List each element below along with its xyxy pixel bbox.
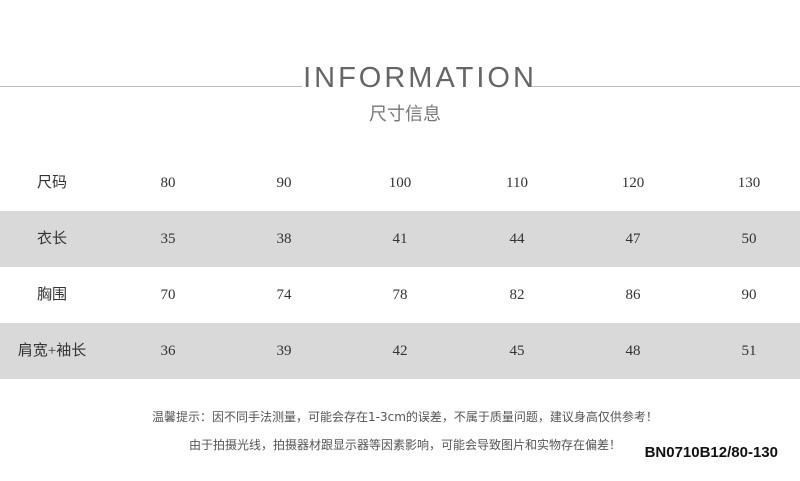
- table-cell: 45: [509, 343, 525, 359]
- table-cell: 50: [741, 231, 757, 247]
- table-cell: 42: [392, 343, 408, 359]
- table-row: 胸围 70 74 78 82 86 90: [0, 267, 800, 323]
- divider-right: [532, 86, 800, 87]
- row-label: 肩宽+袖长: [17, 343, 87, 359]
- subtitle: 尺寸信息: [369, 104, 441, 125]
- table-cell: 78: [392, 287, 408, 303]
- product-code: BN0710B12/80-130: [644, 444, 778, 461]
- title: INFORMATION: [303, 62, 537, 94]
- table-cell: 36: [160, 343, 176, 359]
- size-table: 尺码 80 90 100 110 120 130 衣长 35 38 41 44 47 50 胸围 70 74 78…: [0, 155, 800, 379]
- note: 温馨提示：因不同手法测量，可能会存在1-3cm的误差，不属于质量问题，建议身高仅…: [152, 410, 658, 424]
- row-label: 胸围: [36, 287, 68, 303]
- table-cell: 41: [392, 231, 408, 247]
- table-cell: 47: [625, 231, 641, 247]
- table-cell: 48: [625, 343, 641, 359]
- row-label: 尺码: [36, 175, 68, 191]
- table-cell: 120: [621, 175, 645, 191]
- table-cell: 130: [737, 175, 761, 191]
- table-cell: 35: [160, 231, 176, 247]
- table-cell: 86: [625, 287, 641, 303]
- table-cell: 74: [276, 287, 292, 303]
- row-label: 衣长: [36, 231, 68, 247]
- table-row: 尺码 80 90 100 110 120 130: [0, 155, 800, 211]
- note: 由于拍摄光线，拍摄器材跟显示器等因素影响，可能会导致图片和实物存在偏差！: [188, 438, 621, 452]
- table-cell: 38: [276, 231, 292, 247]
- divider-left: [0, 86, 302, 87]
- table-cell: 70: [160, 287, 176, 303]
- table-cell: 39: [276, 343, 292, 359]
- table-cell: 82: [509, 287, 525, 303]
- table-cell: 51: [741, 343, 757, 359]
- table-row: 肩宽+袖长 36 39 42 45 48 51: [0, 323, 800, 379]
- table-cell: 90: [741, 287, 757, 303]
- table-cell: 110: [506, 175, 528, 191]
- table-cell: 90: [276, 175, 292, 191]
- table-cell: 100: [388, 175, 412, 191]
- table-row: 衣长 35 38 41 44 47 50: [0, 211, 800, 267]
- table-cell: 44: [509, 231, 525, 247]
- table-cell: 80: [160, 175, 176, 191]
